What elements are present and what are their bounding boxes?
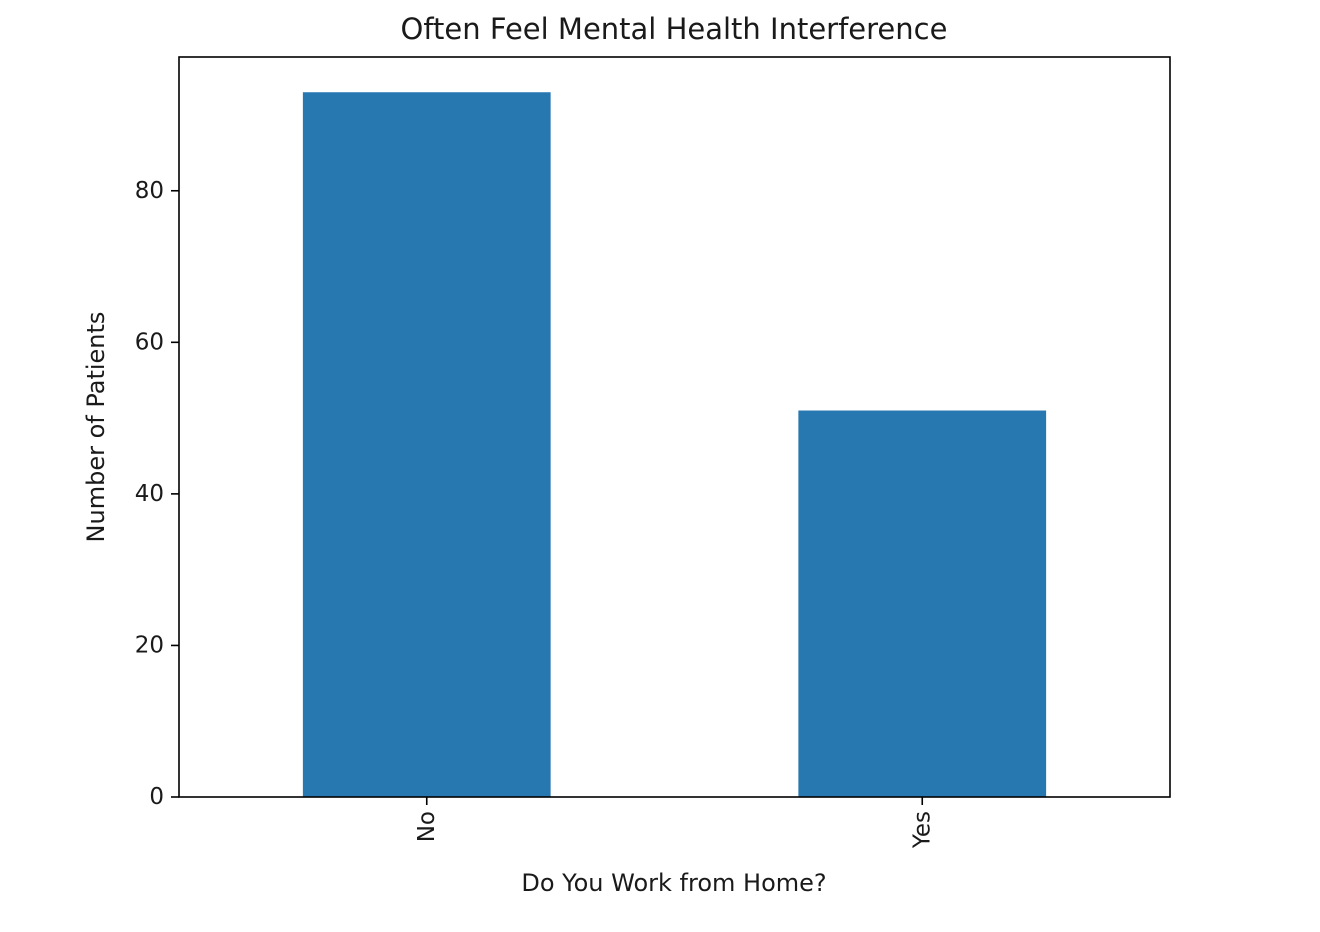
chart-title: Often Feel Mental Health Interference — [401, 12, 948, 46]
y-axis-ticks: 0 20 40 60 80 — [135, 178, 179, 810]
x-axis-label: Do You Work from Home? — [521, 869, 826, 897]
x-axis-ticks: No Yes — [414, 797, 935, 849]
x-tick-label: Yes — [909, 811, 935, 849]
y-tick-label: 0 — [149, 784, 164, 810]
y-tick-label: 40 — [135, 481, 164, 507]
y-tick-label: 60 — [135, 329, 164, 355]
bar-yes — [798, 410, 1047, 797]
plot-frame — [178, 56, 1171, 798]
y-axis-label: Number of Patients — [82, 312, 110, 543]
x-tick-label: No — [414, 811, 440, 842]
y-tick-label: 80 — [135, 178, 164, 204]
y-tick-label: 20 — [135, 632, 164, 658]
bars-group — [302, 92, 1047, 797]
bar-no — [302, 92, 551, 797]
